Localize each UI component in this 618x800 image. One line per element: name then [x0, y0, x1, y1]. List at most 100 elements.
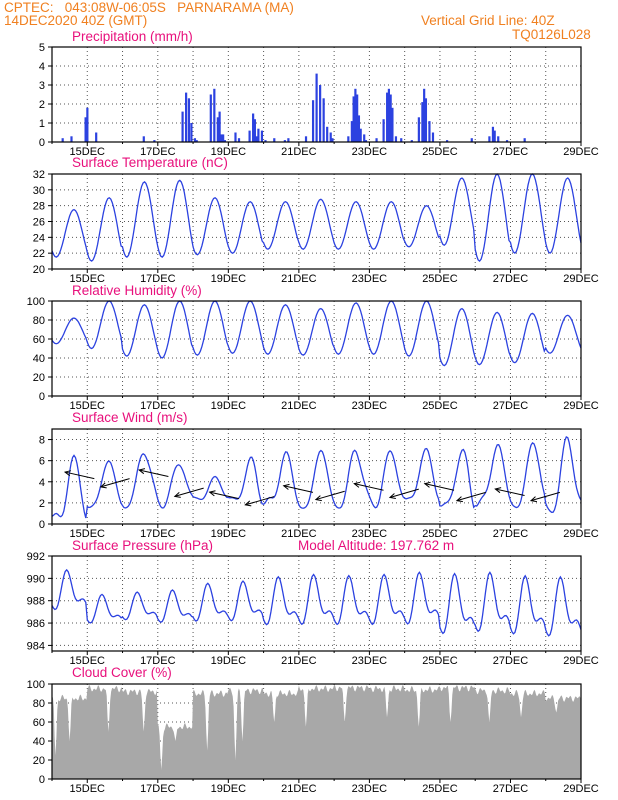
x-tick-label: 19DEC: [211, 146, 247, 158]
wind-arrow-head: [282, 483, 290, 490]
wind-arrow-head: [353, 481, 361, 488]
x-tick-label: 19DEC: [211, 273, 247, 285]
precip-bar: [363, 134, 366, 142]
wind-arrow: [64, 471, 95, 480]
wind-arrow: [456, 491, 486, 502]
precip-bar: [70, 136, 73, 142]
precip-bar: [488, 136, 491, 142]
y-tick-label: 20: [33, 755, 45, 767]
wind-arrow-head: [244, 500, 252, 507]
cloud-panel: [48, 683, 582, 783]
y-tick-label: 26: [33, 217, 45, 229]
wind-arrow: [138, 469, 169, 477]
cloud-title: Cloud Cover (%): [72, 665, 172, 680]
x-tick-label: 23DEC: [352, 146, 388, 158]
precip-bar: [187, 98, 191, 142]
x-tick-label: 19DEC: [211, 783, 247, 795]
y-tick-label: 80: [33, 315, 45, 327]
rh-panel: [48, 300, 582, 400]
precip-bar: [417, 117, 420, 142]
precip-bar: [193, 138, 197, 142]
y-tick-label: 20: [33, 372, 45, 384]
y-tick-label: 6: [39, 456, 45, 468]
precip-bar: [86, 107, 89, 142]
x-tick-label: 27DEC: [493, 273, 529, 285]
wind-panel: [48, 428, 582, 528]
x-tick-label: 29DEC: [563, 273, 599, 285]
y-tick-label: 22: [33, 248, 45, 260]
y-tick-label: 5: [39, 42, 45, 54]
x-tick-label: 15DEC: [70, 146, 106, 158]
precip-panel: [48, 46, 582, 146]
temp-title: Surface Temperature (nC): [72, 155, 228, 170]
pres-title: Surface Pressure (hPa): [72, 538, 213, 553]
precip-bar: [400, 138, 403, 142]
wind-arrow: [495, 488, 525, 496]
x-tick-label: 21DEC: [281, 146, 317, 158]
precip-bar: [356, 94, 359, 142]
x-tick-label: 15DEC: [70, 273, 106, 285]
x-tick-label: 27DEC: [493, 783, 529, 795]
precip-bar: [216, 117, 219, 142]
x-tick-label: 23DEC: [352, 528, 388, 540]
y-tick-label: 80: [33, 698, 45, 710]
precip-bar: [253, 119, 256, 142]
precip-bar: [505, 140, 509, 142]
precip-bar: [273, 138, 276, 142]
y-tick-label: 988: [27, 596, 45, 608]
x-tick-label: 27DEC: [493, 146, 529, 158]
cloud-cover-area: [52, 685, 581, 779]
y-tick-label: 0: [39, 391, 45, 403]
wind-arrow: [100, 478, 130, 488]
precip-bar: [213, 88, 216, 142]
wind-arrow: [389, 488, 419, 498]
precip-bar: [424, 98, 428, 142]
precip-bar: [523, 138, 526, 142]
wind-arrow-head: [314, 495, 322, 502]
wind-arrow-head: [494, 487, 502, 494]
y-tick-label: 4: [39, 477, 45, 489]
precip-bar: [283, 140, 286, 142]
x-tick-label: 25DEC: [422, 528, 458, 540]
precip-bar: [234, 132, 237, 142]
x-tick-label: 23DEC: [352, 655, 388, 667]
x-tick-label: 29DEC: [563, 528, 599, 540]
wind-frame: [51, 428, 582, 525]
wind-arrow-head: [208, 490, 216, 497]
x-tick-label: 17DEC: [140, 528, 176, 540]
wind-title: Surface Wind (m/s): [72, 410, 188, 425]
y-tick-label: 0: [39, 137, 45, 149]
rh-title: Relative Humidity (%): [72, 283, 202, 298]
precip-bar: [61, 138, 64, 142]
x-tick-label: 25DEC: [422, 655, 458, 667]
y-tick-label: 992: [27, 551, 45, 563]
y-tick-label: 100: [27, 296, 45, 308]
wind-arrow: [354, 483, 384, 491]
y-tick-label: 2: [39, 99, 45, 111]
x-tick-label: 29DEC: [563, 146, 599, 158]
wind-arrow-head: [137, 468, 146, 475]
x-tick-label: 27DEC: [493, 528, 529, 540]
wind-arrow-head: [173, 492, 181, 498]
x-tick-label: 15DEC: [70, 400, 106, 412]
x-tick-label: 21DEC: [281, 273, 317, 285]
x-tick-label: 17DEC: [140, 273, 176, 285]
precip-bar: [257, 128, 260, 142]
precip-bar: [329, 132, 332, 142]
coordinates-label: 043:08W-06:05S: [64, 0, 166, 15]
precip-bar: [223, 140, 227, 142]
wind-arrow: [530, 491, 560, 502]
precip-bar: [421, 102, 424, 142]
y-tick-label: 32: [33, 169, 45, 181]
wind-arrow-head: [63, 470, 71, 477]
precip-bar: [260, 130, 264, 142]
y-tick-label: 20: [33, 264, 45, 276]
pres-grid: [52, 556, 581, 651]
precip-bar: [195, 140, 198, 142]
y-tick-label: 60: [33, 334, 45, 346]
wind-arrow: [209, 491, 240, 500]
y-tick-label: 984: [27, 640, 45, 652]
precip-bar: [315, 73, 318, 142]
wind-arrow-head: [455, 496, 463, 503]
precip-bar: [190, 123, 193, 142]
